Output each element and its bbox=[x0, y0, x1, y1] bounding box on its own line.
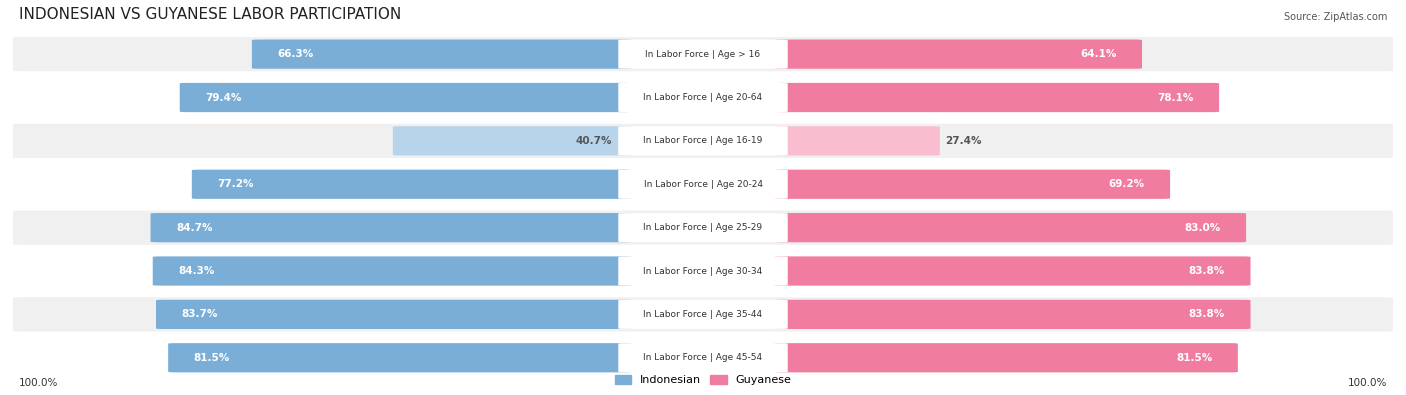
FancyBboxPatch shape bbox=[775, 213, 1246, 242]
Text: In Labor Force | Age 16-19: In Labor Force | Age 16-19 bbox=[644, 136, 762, 145]
FancyBboxPatch shape bbox=[392, 126, 631, 156]
FancyBboxPatch shape bbox=[775, 83, 1219, 112]
Text: 78.1%: 78.1% bbox=[1157, 92, 1194, 103]
FancyBboxPatch shape bbox=[619, 256, 787, 286]
Text: In Labor Force | Age 25-29: In Labor Force | Age 25-29 bbox=[644, 223, 762, 232]
FancyBboxPatch shape bbox=[13, 167, 1393, 201]
Text: 84.7%: 84.7% bbox=[176, 223, 212, 233]
Text: 69.2%: 69.2% bbox=[1108, 179, 1144, 189]
FancyBboxPatch shape bbox=[619, 213, 787, 242]
FancyBboxPatch shape bbox=[153, 256, 631, 286]
FancyBboxPatch shape bbox=[156, 300, 631, 329]
Text: 83.8%: 83.8% bbox=[1189, 309, 1225, 320]
FancyBboxPatch shape bbox=[169, 343, 631, 372]
FancyBboxPatch shape bbox=[13, 124, 1393, 158]
Text: 83.8%: 83.8% bbox=[1189, 266, 1225, 276]
Text: In Labor Force | Age 20-24: In Labor Force | Age 20-24 bbox=[644, 180, 762, 189]
Text: 66.3%: 66.3% bbox=[277, 49, 314, 59]
FancyBboxPatch shape bbox=[775, 126, 939, 156]
FancyBboxPatch shape bbox=[775, 169, 1170, 199]
FancyBboxPatch shape bbox=[13, 211, 1393, 245]
Text: 81.5%: 81.5% bbox=[1177, 353, 1212, 363]
Text: 100.0%: 100.0% bbox=[1347, 378, 1386, 388]
Text: In Labor Force | Age 35-44: In Labor Force | Age 35-44 bbox=[644, 310, 762, 319]
Text: 64.1%: 64.1% bbox=[1080, 49, 1116, 59]
FancyBboxPatch shape bbox=[775, 40, 1142, 69]
Text: 77.2%: 77.2% bbox=[218, 179, 253, 189]
Text: 83.7%: 83.7% bbox=[181, 309, 218, 320]
Text: 27.4%: 27.4% bbox=[945, 136, 981, 146]
FancyBboxPatch shape bbox=[775, 343, 1237, 372]
FancyBboxPatch shape bbox=[13, 297, 1393, 331]
Text: Source: ZipAtlas.com: Source: ZipAtlas.com bbox=[1284, 11, 1386, 22]
FancyBboxPatch shape bbox=[191, 169, 631, 199]
Text: 81.5%: 81.5% bbox=[194, 353, 229, 363]
FancyBboxPatch shape bbox=[775, 300, 1250, 329]
Text: In Labor Force | Age 45-54: In Labor Force | Age 45-54 bbox=[644, 353, 762, 362]
FancyBboxPatch shape bbox=[775, 256, 1250, 286]
Text: 84.3%: 84.3% bbox=[179, 266, 215, 276]
Text: In Labor Force | Age 20-64: In Labor Force | Age 20-64 bbox=[644, 93, 762, 102]
FancyBboxPatch shape bbox=[619, 300, 787, 329]
Text: 83.0%: 83.0% bbox=[1184, 223, 1220, 233]
FancyBboxPatch shape bbox=[13, 340, 1393, 375]
Text: 79.4%: 79.4% bbox=[205, 92, 242, 103]
Text: 100.0%: 100.0% bbox=[20, 378, 59, 388]
Text: In Labor Force | Age > 16: In Labor Force | Age > 16 bbox=[645, 50, 761, 58]
FancyBboxPatch shape bbox=[619, 343, 787, 372]
Legend: Indonesian, Guyanese: Indonesian, Guyanese bbox=[614, 375, 792, 386]
FancyBboxPatch shape bbox=[619, 83, 787, 112]
Text: 40.7%: 40.7% bbox=[575, 136, 612, 146]
FancyBboxPatch shape bbox=[13, 254, 1393, 288]
Text: INDONESIAN VS GUYANESE LABOR PARTICIPATION: INDONESIAN VS GUYANESE LABOR PARTICIPATI… bbox=[20, 7, 401, 22]
FancyBboxPatch shape bbox=[13, 37, 1393, 71]
FancyBboxPatch shape bbox=[619, 126, 787, 155]
FancyBboxPatch shape bbox=[619, 40, 787, 69]
FancyBboxPatch shape bbox=[150, 213, 631, 242]
FancyBboxPatch shape bbox=[180, 83, 631, 112]
FancyBboxPatch shape bbox=[252, 40, 631, 69]
FancyBboxPatch shape bbox=[13, 80, 1393, 115]
FancyBboxPatch shape bbox=[619, 170, 787, 199]
Text: In Labor Force | Age 30-34: In Labor Force | Age 30-34 bbox=[644, 267, 762, 276]
